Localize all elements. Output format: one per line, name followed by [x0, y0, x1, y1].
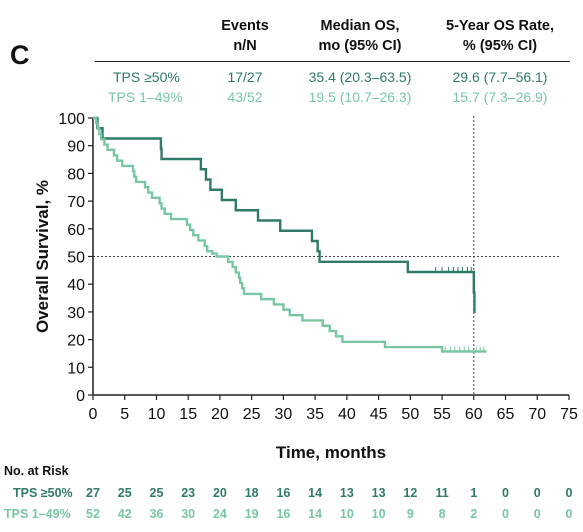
at-risk-value: 16 — [276, 507, 291, 521]
at-risk-value: 10 — [339, 507, 354, 521]
at-risk-value: 52 — [86, 507, 100, 521]
x-tick-label: 70 — [528, 406, 546, 423]
survival-curve-tps-high — [93, 116, 476, 314]
at-risk-row-label: TPS ≥50% — [13, 486, 73, 500]
events-header-line2: n/N — [233, 38, 257, 54]
x-tick-label: 35 — [306, 406, 324, 423]
at-risk-value: 20 — [212, 486, 227, 500]
y-tick-label: 70 — [67, 194, 85, 211]
at-risk-value: 8 — [438, 507, 446, 521]
x-tick-label: 40 — [338, 406, 356, 423]
x-tick-label: 45 — [370, 406, 388, 423]
survival-curve-tps-low — [93, 116, 487, 353]
y-tick-label: 80 — [67, 166, 85, 183]
header-rule — [95, 61, 570, 62]
y-tick-label: 60 — [67, 222, 85, 239]
x-tick-label: 75 — [560, 406, 578, 423]
at-risk-value: 12 — [403, 486, 418, 500]
at-risk-value: 9 — [406, 507, 414, 521]
at-risk-value: 2 — [470, 507, 478, 521]
y-tick-label: 50 — [67, 250, 85, 267]
row-tps-low-group: TPS 1–49% — [108, 89, 183, 105]
y-tick-label: 0 — [76, 388, 85, 405]
median-os-header-line1: Median OS, — [320, 18, 400, 34]
five-year-rate-header: 5-Year OS Rate, % (95% CI) — [425, 16, 575, 56]
at-risk-value: 27 — [86, 486, 100, 500]
at-risk-value: 10 — [371, 507, 386, 521]
at-risk-value: 0 — [502, 507, 509, 521]
at-risk-value: 30 — [181, 507, 196, 521]
at-risk-value: 13 — [371, 486, 386, 500]
x-tick-label: 0 — [89, 406, 98, 423]
at-risk-value: 14 — [308, 507, 323, 521]
at-risk-value: 0 — [533, 486, 541, 500]
row-tps-high-rate: 29.6 (7.7–56.1) — [452, 69, 548, 85]
at-risk-value: 0 — [565, 507, 573, 521]
x-axis-title: Time, months — [276, 443, 386, 462]
at-risk-value: 13 — [339, 486, 354, 500]
at-risk-value: 42 — [117, 507, 132, 521]
y-tick-label: 10 — [67, 360, 85, 377]
five-year-rate-header-line1: 5-Year OS Rate, — [446, 18, 554, 34]
x-tick-label: 15 — [179, 406, 197, 423]
median-os-header-line2: mo (95% CI) — [318, 38, 402, 54]
y-tick-label: 100 — [58, 111, 85, 128]
at-risk-value: 0 — [565, 486, 573, 500]
y-tick-label: 30 — [67, 305, 85, 322]
row-tps-low-median: 19.5 (10.7–26.3) — [308, 89, 412, 105]
x-tick-label: 65 — [497, 406, 515, 423]
x-tick-label: 5 — [120, 406, 129, 423]
at-risk-value: 36 — [149, 507, 164, 521]
at-risk-row-label: TPS 1–49% — [4, 507, 71, 521]
at-risk-value: 19 — [244, 507, 259, 521]
x-tick-label: 55 — [433, 406, 451, 423]
y-axis-title: Overall Survival, % — [33, 180, 52, 333]
at-risk-value: 0 — [533, 507, 541, 521]
at-risk-value: 25 — [149, 486, 164, 500]
at-risk-value: 25 — [117, 486, 132, 500]
row-tps-high-group: TPS ≥50% — [113, 69, 180, 85]
x-tick-label: 30 — [275, 406, 293, 423]
x-tick-label: 60 — [465, 406, 483, 423]
at-risk-value: 16 — [276, 486, 291, 500]
x-tick-label: 25 — [243, 406, 261, 423]
at-risk-value: 18 — [244, 486, 259, 500]
events-header-line1: Events — [221, 18, 269, 34]
events-header: Events n/N — [195, 16, 295, 56]
x-tick-label: 10 — [148, 406, 166, 423]
at-risk-value: 24 — [212, 507, 227, 521]
at-risk-value: 0 — [502, 486, 509, 500]
row-tps-high-events: 17/27 — [227, 69, 263, 85]
five-year-rate-header-line2: % (95% CI) — [462, 38, 538, 54]
x-tick-label: 50 — [401, 406, 419, 423]
at-risk-title: No. at Risk — [4, 464, 69, 478]
row-tps-low-rate: 15.7 (7.3–26.9) — [452, 89, 548, 105]
x-tick-label: 20 — [211, 406, 229, 423]
panel-label: C — [10, 40, 30, 70]
at-risk-value: 11 — [435, 486, 449, 500]
median-os-header: Median OS, mo (95% CI) — [290, 16, 430, 56]
row-tps-high-median: 35.4 (20.3–63.5) — [308, 69, 412, 85]
at-risk-value: 1 — [470, 486, 478, 500]
y-tick-label: 20 — [67, 333, 85, 350]
y-tick-label: 90 — [67, 139, 85, 156]
y-tick-label: 40 — [67, 277, 85, 294]
at-risk-value: 23 — [181, 486, 196, 500]
row-tps-low-events: 43/52 — [227, 89, 263, 105]
at-risk-value: 14 — [308, 486, 323, 500]
